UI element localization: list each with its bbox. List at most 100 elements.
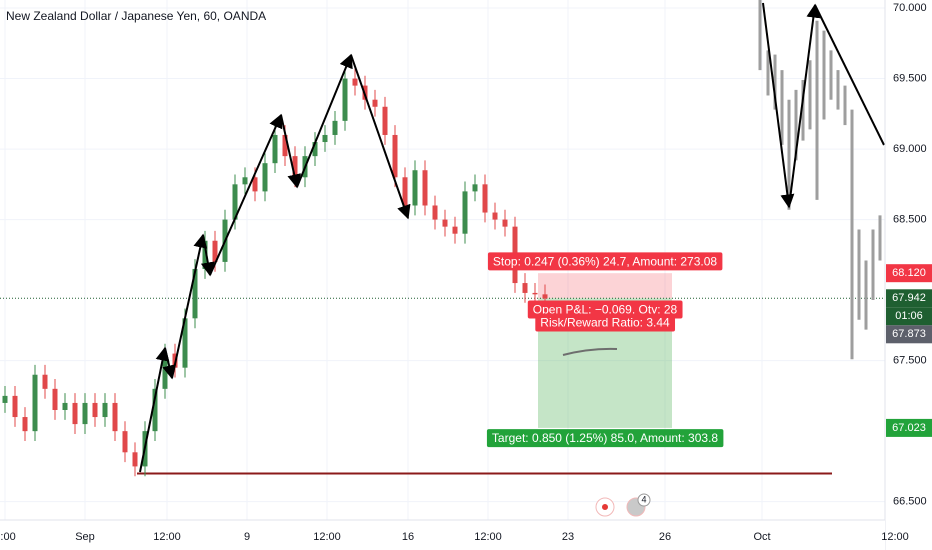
stop-zone	[538, 273, 672, 299]
candle-body	[342, 78, 348, 121]
candle-body	[202, 240, 208, 269]
candle-body	[522, 283, 528, 293]
candle-body	[102, 402, 108, 418]
stop-label: Stop: 0.247 (0.36%) 24.7, Amount: 273.08	[493, 254, 717, 268]
trend-arrow	[209, 113, 283, 276]
candle-body	[492, 212, 498, 220]
trend-arrow	[350, 54, 411, 220]
chart-title: New Zealand Dollar / Japanese Yen, 60, O…	[6, 9, 266, 23]
price-tag	[886, 307, 932, 326]
candle-body	[232, 184, 238, 220]
trend-arrow	[171, 233, 208, 379]
candle-body	[152, 388, 158, 432]
candle-body	[472, 184, 478, 192]
candle-body	[262, 163, 268, 192]
candle-body	[192, 268, 198, 319]
x-tick-label: 12:00	[881, 531, 909, 543]
candle-body	[462, 191, 468, 234]
trend-arrow	[788, 3, 821, 208]
candle-body	[432, 205, 438, 220]
candle-body	[112, 402, 118, 432]
candle-body	[372, 99, 378, 107]
candle-body	[412, 170, 418, 206]
event-icons: 4	[595, 493, 651, 517]
price-tag-label: 68.120	[892, 267, 926, 279]
candle-body	[122, 431, 128, 453]
x-tick-label: Sep	[75, 531, 95, 543]
y-tick-label: 67.500	[893, 355, 927, 367]
candle-body	[292, 156, 298, 178]
candle-body	[382, 106, 388, 135]
rr-label-box	[535, 313, 676, 332]
stop-label-box	[487, 252, 723, 271]
candle-body	[12, 395, 18, 418]
candle-body	[532, 292, 538, 295]
x-tick-label: 26	[659, 531, 671, 543]
trend-line	[814, 4, 885, 146]
candle-body	[252, 177, 258, 192]
candle-body	[312, 142, 318, 157]
x-tick-label: Oct	[753, 531, 770, 543]
candle-body	[422, 170, 428, 206]
candle-body	[52, 388, 58, 410]
candle-body	[22, 417, 28, 432]
y-tick-label: 66.500	[893, 496, 927, 508]
y-tick-label: 68.500	[893, 213, 927, 225]
candle-body	[542, 294, 548, 299]
price-tag-label: 67.942	[892, 292, 926, 304]
candle-body	[242, 177, 248, 185]
candle-body	[212, 240, 218, 262]
candle-body	[132, 452, 138, 467]
trend-arrow	[200, 234, 215, 277]
candle-body	[72, 402, 78, 425]
candle-body	[82, 402, 88, 425]
squiggle	[562, 347, 618, 356]
target-label: Target: 0.850 (1.25%) 85.0, Amount: 303.…	[492, 431, 718, 445]
x-tick-label: 12:00	[313, 531, 341, 543]
price-tag-label: 67.873	[892, 328, 926, 340]
price-tag	[886, 264, 932, 283]
rr-label: Risk/Reward Ratio: 3.44	[540, 315, 670, 329]
position-labels: Stop: 0.247 (0.36%) 24.7, Amount: 273.08…	[486, 252, 724, 448]
candle-body	[32, 374, 38, 432]
pnl-label: Open P&L: −0.069, Qty: 28	[533, 302, 678, 316]
candle-body	[42, 374, 48, 389]
trend-arrow	[296, 53, 353, 188]
y-tick-label: 70.000	[893, 2, 927, 14]
x-tick-label: 16	[402, 531, 414, 543]
x-tick-label: 9	[244, 531, 250, 543]
candle-body	[272, 134, 278, 164]
trend-arrow	[762, 2, 795, 209]
price-tag-label: 01:06	[895, 310, 923, 322]
price-tag	[886, 418, 932, 437]
x-tick-label: 2:00	[0, 531, 16, 543]
trend-arrow	[280, 114, 302, 189]
price-tag	[886, 289, 932, 308]
badge-count: 4	[641, 494, 646, 504]
trend-arrow	[162, 347, 176, 380]
x-tick-label: 12:00	[153, 531, 181, 543]
candle-body	[2, 395, 8, 403]
candle-body	[502, 219, 508, 227]
x-tick-label: 12:00	[474, 531, 502, 543]
candle-body	[182, 318, 188, 368]
x-tick-label: 23	[562, 531, 574, 543]
badge	[637, 493, 651, 507]
trend-arrow	[139, 346, 170, 473]
candle-body	[332, 120, 338, 135]
trend-drawings	[139, 2, 885, 473]
price-tag	[886, 325, 932, 344]
candle-body	[442, 219, 448, 227]
candle-body	[392, 134, 398, 178]
candle-body	[482, 184, 488, 213]
event-dot	[602, 504, 608, 510]
candle-body	[352, 78, 358, 86]
candle-body	[402, 177, 408, 206]
target-label-box	[486, 429, 724, 448]
price-tag-label: 67.023	[892, 422, 926, 434]
candle-body	[322, 134, 328, 143]
candle-body	[62, 402, 68, 410]
